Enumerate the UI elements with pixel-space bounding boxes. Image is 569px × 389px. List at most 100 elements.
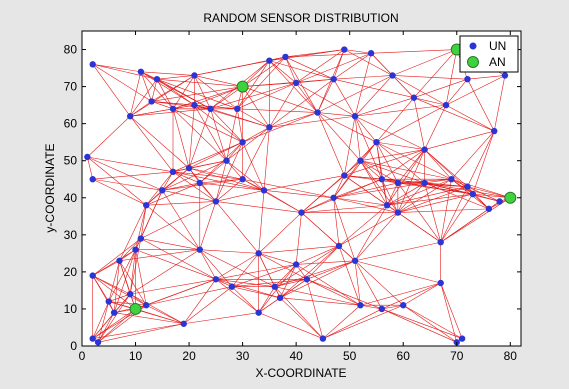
- sensor-link: [317, 75, 393, 113]
- sensor-link: [226, 141, 243, 161]
- sensor-link: [215, 253, 259, 280]
- y-axis-label: y-COORDINATE: [43, 143, 57, 232]
- x-tick-label: 70: [450, 349, 464, 363]
- sensor-link: [140, 238, 200, 250]
- sensor-link: [472, 130, 495, 195]
- un-sensor-point: [378, 176, 386, 183]
- sensor-link: [403, 282, 441, 306]
- sensor-link: [92, 249, 136, 276]
- sensor-link: [242, 112, 318, 143]
- un-sensor-point: [357, 302, 364, 309]
- sensor-link: [354, 212, 399, 261]
- sensor-link: [354, 75, 393, 117]
- sensor-link: [269, 60, 318, 113]
- y-tick-label: 50: [64, 154, 78, 168]
- sensor-link: [188, 141, 243, 169]
- sensor-link: [413, 97, 425, 150]
- sensor-link: [215, 278, 275, 288]
- sensor-link: [397, 178, 452, 213]
- sensor-link: [172, 108, 190, 169]
- un-sensor-point: [351, 113, 359, 120]
- sensor-link: [188, 105, 195, 169]
- sensor-link: [392, 75, 415, 98]
- sensor-link: [285, 56, 297, 83]
- sensor-link: [354, 260, 441, 284]
- un-sensor-point: [234, 105, 241, 113]
- sensor-link: [403, 304, 463, 339]
- sensor-link: [258, 286, 275, 313]
- sensor-link: [156, 78, 211, 110]
- sensor-link: [156, 78, 195, 106]
- sensor-link: [188, 167, 265, 191]
- sensor-link: [354, 241, 441, 262]
- sensor-link: [188, 108, 211, 169]
- an-anchor-point: [236, 80, 249, 93]
- sensor-link: [360, 160, 388, 206]
- sensor-link: [188, 167, 217, 202]
- sensor-link: [285, 56, 334, 80]
- sensor-link: [376, 141, 452, 180]
- sensor-link: [210, 108, 243, 143]
- sensor-link: [403, 304, 457, 343]
- sensor-link: [194, 104, 243, 143]
- sensor-link: [162, 160, 227, 191]
- sensor-link: [344, 49, 393, 76]
- sensor-link: [306, 279, 361, 306]
- sensor-link: [199, 249, 259, 254]
- sensor-link: [274, 260, 356, 287]
- x-tick-label: 80: [504, 349, 518, 363]
- sensor-link: [381, 179, 399, 213]
- sensor-link: [151, 79, 158, 102]
- sensor-link: [371, 49, 457, 54]
- un-sensor-point: [110, 309, 118, 316]
- sensor-link: [279, 297, 324, 339]
- sensor-link: [338, 212, 399, 247]
- sensor-link: [210, 108, 227, 161]
- sensor-link: [467, 79, 495, 132]
- sensor-link: [354, 260, 404, 306]
- sensor-link: [381, 308, 463, 339]
- un-sensor-point: [501, 72, 509, 79]
- sensor-link: [194, 75, 238, 110]
- y-tick-label: 40: [64, 191, 78, 205]
- sensor-link: [156, 75, 195, 80]
- x-tick-label: 50: [343, 349, 357, 363]
- un-sensor-point: [84, 153, 91, 161]
- sensor-link: [413, 78, 468, 98]
- sensor-link: [258, 245, 340, 254]
- sensor-link: [445, 78, 468, 106]
- sensor-link: [129, 79, 158, 117]
- sensor-link: [92, 171, 174, 180]
- un-sensor-point: [303, 276, 311, 283]
- sensor-link: [140, 71, 152, 102]
- un-sensor-point: [335, 242, 343, 250]
- sensor-link: [92, 293, 131, 339]
- sensor-link: [424, 182, 441, 243]
- sensor-link: [338, 204, 388, 247]
- sensor-link: [199, 201, 217, 250]
- sensor-link: [376, 141, 425, 184]
- sensor-link: [467, 186, 490, 210]
- sensor-link: [146, 190, 163, 206]
- sensor-link: [135, 249, 216, 280]
- un-sensor-point: [126, 290, 134, 298]
- an-anchor-point: [129, 302, 142, 315]
- un-sensor-point: [143, 201, 150, 209]
- sensor-link: [97, 301, 110, 343]
- sensor-links: [87, 49, 511, 343]
- sensor-link: [333, 52, 372, 80]
- sensor-link: [387, 178, 452, 206]
- sensor-link: [231, 286, 281, 299]
- sensor-link: [92, 178, 163, 191]
- sensor-link: [242, 60, 270, 87]
- sensor-link: [472, 193, 490, 210]
- un-sensor-point: [341, 46, 348, 53]
- sensor-link: [338, 245, 356, 261]
- sensor-link: [279, 279, 308, 299]
- sensor-link: [140, 205, 147, 239]
- sensor-link: [258, 253, 297, 265]
- sensor-link: [317, 112, 356, 117]
- sensor-link: [199, 249, 217, 280]
- sensor-link: [306, 245, 340, 280]
- sensor-link: [226, 160, 265, 191]
